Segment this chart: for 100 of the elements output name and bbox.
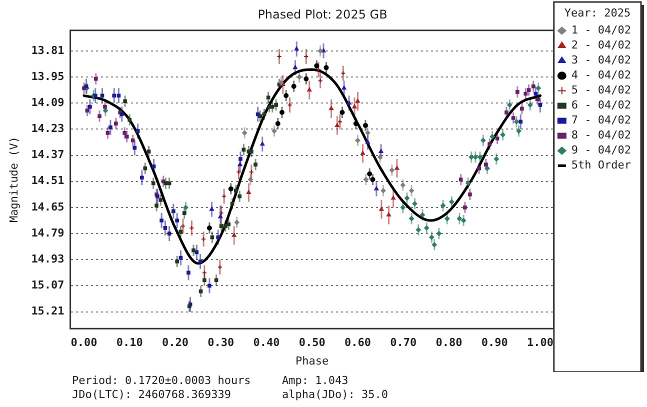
point	[132, 146, 137, 150]
point	[146, 150, 151, 154]
point	[214, 278, 218, 282]
point	[122, 130, 127, 135]
point	[250, 150, 254, 154]
point	[511, 116, 516, 120]
point	[534, 92, 538, 96]
point	[394, 166, 400, 170]
point	[224, 224, 228, 228]
point	[355, 98, 360, 103]
point	[436, 231, 442, 236]
point	[88, 104, 92, 109]
point	[234, 188, 238, 193]
point	[272, 128, 277, 134]
point	[112, 94, 116, 98]
point	[449, 199, 454, 204]
x-tick-label: 0.40	[253, 336, 280, 350]
point	[379, 206, 384, 211]
legend-label: 5th Order	[571, 158, 632, 172]
point	[480, 138, 486, 143]
y-tick-label: 14.65	[31, 200, 64, 214]
chart-title: Phased Plot: 2025 GB	[258, 7, 388, 22]
point	[378, 154, 383, 160]
point	[103, 104, 107, 109]
point	[160, 218, 164, 222]
x-tick-label: 0.80	[436, 336, 462, 350]
point	[270, 104, 274, 109]
point	[409, 188, 414, 194]
y-tick-label: 14.09	[31, 96, 64, 109]
legend-label: 2 - 04/02	[571, 38, 632, 52]
point	[515, 90, 520, 94]
point	[378, 149, 384, 154]
legend-label: 4 - 04/02	[571, 68, 632, 82]
point	[183, 204, 188, 210]
point	[202, 278, 206, 282]
point	[472, 154, 478, 160]
point	[254, 162, 258, 167]
point	[163, 226, 168, 230]
point	[106, 130, 110, 135]
point	[102, 108, 108, 114]
y-tick-label: 14.93	[31, 252, 64, 266]
point	[206, 225, 212, 230]
y-tick-label: 14.79	[31, 226, 64, 240]
point	[342, 86, 346, 90]
text: JDo(LTC): 2460768.369339	[72, 388, 232, 401]
x-tick-label: 0.60	[344, 336, 371, 350]
legend-label: 7 - 04/02	[571, 114, 632, 127]
point	[116, 94, 121, 98]
point	[218, 214, 223, 218]
point	[248, 177, 254, 182]
point	[226, 222, 231, 226]
point	[318, 48, 323, 54]
point	[495, 136, 500, 140]
point	[389, 168, 394, 173]
point	[432, 242, 437, 248]
point	[538, 103, 542, 107]
point	[275, 121, 280, 126]
point	[219, 224, 224, 228]
point	[128, 118, 132, 122]
point	[424, 225, 430, 230]
point	[346, 100, 352, 105]
point	[444, 216, 450, 222]
point	[238, 194, 242, 198]
point	[409, 216, 414, 222]
point	[208, 284, 212, 288]
point	[291, 84, 296, 89]
point	[416, 227, 421, 232]
point	[260, 142, 265, 146]
y-tick-label: 15.07	[31, 278, 64, 292]
point	[520, 106, 524, 111]
point	[182, 211, 186, 215]
point	[304, 76, 309, 82]
point	[518, 120, 523, 124]
x-tick-label: 0.70	[390, 336, 417, 350]
point	[238, 157, 242, 161]
point	[186, 270, 190, 275]
legend-label: 9 - 04/02	[571, 144, 632, 157]
point	[526, 88, 531, 92]
point	[516, 128, 522, 134]
point	[507, 102, 512, 108]
point	[363, 177, 368, 182]
point	[172, 209, 176, 214]
x-tick-label: 0.00	[70, 336, 98, 350]
point	[100, 94, 104, 98]
point	[314, 63, 320, 68]
point	[192, 248, 196, 252]
point	[234, 220, 240, 225]
legend-label: 5 - 04/02	[571, 84, 632, 97]
x-axis-title: Phase	[296, 354, 329, 368]
point	[367, 171, 372, 176]
point	[140, 176, 144, 180]
point	[374, 186, 379, 190]
point	[404, 196, 410, 201]
point	[391, 196, 396, 200]
point	[164, 181, 168, 186]
point	[531, 84, 536, 88]
point	[484, 166, 490, 171]
point	[380, 188, 386, 194]
point	[307, 88, 312, 92]
point	[158, 198, 163, 202]
